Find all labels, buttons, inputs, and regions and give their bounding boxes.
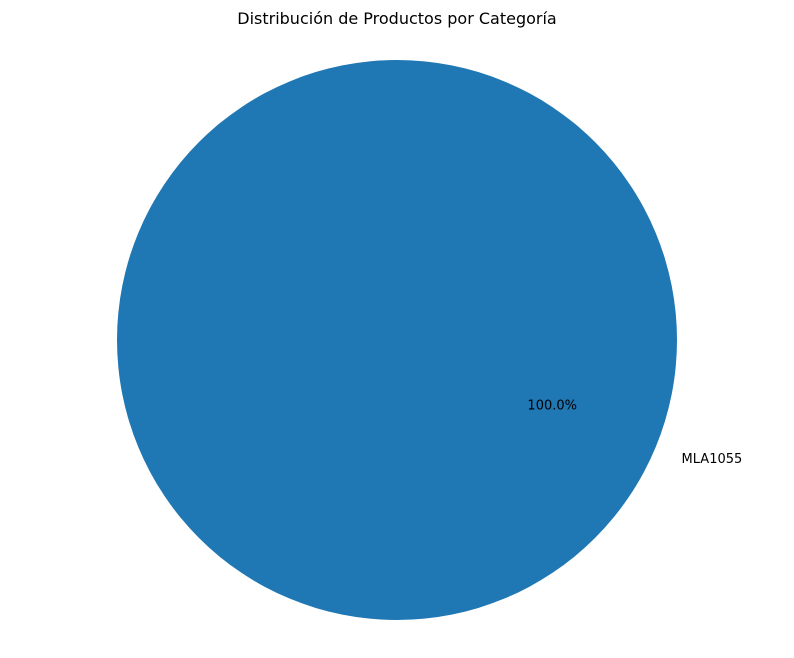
pie-slice bbox=[117, 60, 677, 620]
slice-percent-label: 100.0% bbox=[527, 398, 577, 413]
chart-title: Distribución de Productos por Categoría bbox=[237, 9, 556, 28]
pie-slices bbox=[117, 60, 677, 620]
slice-category-label: MLA1055 bbox=[682, 452, 743, 467]
pie-labels: 100.0% MLA1055 bbox=[527, 398, 742, 467]
